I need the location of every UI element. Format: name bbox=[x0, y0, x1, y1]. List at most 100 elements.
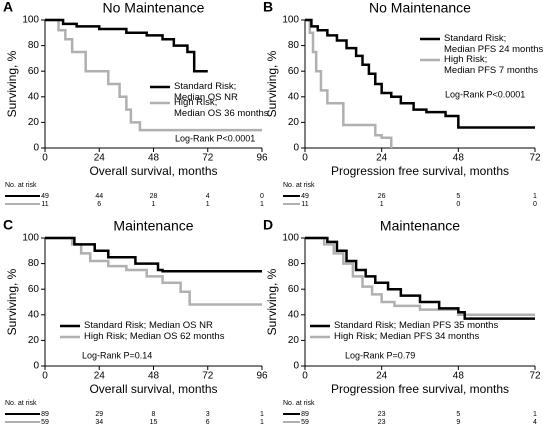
x-tick-label: 24 bbox=[376, 153, 388, 164]
at-risk-count: 29 bbox=[95, 411, 103, 418]
at-risk-count: 4 bbox=[533, 419, 537, 425]
legend-label: High Risk; Median PFS 34 months bbox=[334, 331, 480, 342]
panel-label: C bbox=[3, 217, 13, 233]
at-risk-count: 44 bbox=[95, 193, 103, 200]
y-axis-label: Surviving, % bbox=[5, 50, 19, 117]
at-risk-count: 59 bbox=[301, 419, 309, 425]
y-tick-label: 40 bbox=[288, 91, 300, 102]
x-tick-label: 0 bbox=[302, 371, 308, 382]
chart-title: Maintenance bbox=[380, 218, 460, 234]
y-tick-label: 20 bbox=[28, 335, 40, 346]
y-tick-label: 80 bbox=[28, 258, 40, 269]
x-tick-label: 0 bbox=[42, 153, 48, 164]
at-risk-label: No. at risk bbox=[283, 400, 315, 407]
x-tick-label: 0 bbox=[302, 153, 308, 164]
panel: B No Maintenance Surviving, % Progression f… bbox=[263, 0, 543, 208]
at-risk-count: 1 bbox=[260, 419, 264, 425]
annotation: Log-Rank P=0.14 bbox=[82, 350, 152, 360]
at-risk-count: 89 bbox=[301, 411, 309, 418]
legend-entry: Standard Risk; Median OS NR bbox=[174, 81, 238, 103]
at-risk-count: 89 bbox=[41, 411, 49, 418]
y-tick-label: 0 bbox=[293, 361, 299, 372]
at-risk-count: 4 bbox=[206, 193, 210, 200]
at-risk-count: 3 bbox=[206, 411, 210, 418]
x-axis-label: Progression free survival, months bbox=[331, 382, 509, 396]
y-tick-label: 20 bbox=[288, 335, 300, 346]
x-tick-label: 72 bbox=[529, 153, 541, 164]
x-tick-label: 24 bbox=[94, 371, 106, 382]
y-tick-label: 40 bbox=[28, 309, 40, 320]
x-tick-label: 72 bbox=[202, 371, 214, 382]
at-risk-count: 49 bbox=[41, 193, 49, 200]
at-risk-count: 0 bbox=[260, 193, 264, 200]
y-tick-label: 100 bbox=[22, 233, 39, 244]
at-risk-count: 1 bbox=[533, 411, 537, 418]
y-tick-label: 60 bbox=[28, 284, 40, 295]
at-risk-count: 0 bbox=[456, 201, 460, 208]
survival-curve bbox=[305, 18, 535, 129]
y-tick-label: 0 bbox=[293, 143, 299, 154]
x-tick-label: 48 bbox=[148, 371, 160, 382]
survival-curve bbox=[45, 236, 262, 273]
at-risk-count: 49 bbox=[301, 193, 309, 200]
y-tick-label: 20 bbox=[288, 117, 300, 128]
at-risk-count: 28 bbox=[150, 193, 158, 200]
at-risk-count: 1 bbox=[260, 411, 264, 418]
x-tick-label: 96 bbox=[256, 153, 268, 164]
legend-entry: High Risk; Median PFS 34 months bbox=[334, 331, 480, 342]
at-risk-count: 23 bbox=[378, 411, 386, 418]
at-risk-count: 34 bbox=[95, 419, 103, 425]
legend-entry: Standard Risk; Median OS NR bbox=[84, 320, 213, 331]
legend-entry: High Risk; Median OS 36 months bbox=[174, 97, 269, 119]
survival-curve bbox=[45, 18, 262, 132]
at-risk-count: 15 bbox=[150, 419, 158, 425]
legend-entry: High Risk; Median PFS 7 months bbox=[444, 54, 538, 76]
at-risk-count: 1 bbox=[206, 201, 210, 208]
x-axis-label: Progression free survival, months bbox=[331, 164, 509, 178]
annotation: Log-Rank P=0.79 bbox=[345, 350, 415, 360]
y-axis-label: Surviving, % bbox=[5, 268, 19, 335]
legend-entry: High Risk; Median OS 62 months bbox=[84, 331, 224, 342]
legend-entry: Standard Risk; Median PFS 24 months bbox=[444, 33, 543, 55]
panel: D Maintenance Surviving, % Progression free… bbox=[263, 217, 541, 425]
legend-label: Standard Risk; Median OS NR bbox=[84, 320, 213, 331]
annotation: Log-Rank P<0.0001 bbox=[175, 133, 255, 143]
at-risk-count: 11 bbox=[301, 201, 308, 208]
survival-curve bbox=[45, 236, 262, 306]
x-tick-label: 0 bbox=[42, 371, 48, 382]
panel: C Maintenance Surviving, % Overall survival… bbox=[3, 217, 268, 425]
y-tick-label: 20 bbox=[28, 117, 40, 128]
survival-curve bbox=[305, 236, 535, 320]
x-tick-label: 48 bbox=[453, 153, 465, 164]
y-tick-label: 0 bbox=[33, 361, 39, 372]
chart-title: Maintenance bbox=[113, 218, 193, 234]
legend-label: High Risk; Median OS 36 months bbox=[174, 97, 269, 119]
at-risk-label: No. at risk bbox=[283, 182, 315, 189]
at-risk-count: 23 bbox=[378, 419, 386, 425]
annotation: Log-Rank P<0.0001 bbox=[445, 89, 525, 99]
y-tick-label: 100 bbox=[282, 233, 299, 244]
at-risk-count: 0 bbox=[533, 201, 537, 208]
y-tick-label: 0 bbox=[33, 143, 39, 154]
y-tick-label: 60 bbox=[288, 66, 300, 77]
panel: A No Maintenance Surviving, % Overall survi… bbox=[3, 0, 269, 208]
y-axis-label: Surviving, % bbox=[265, 50, 279, 117]
at-risk-label: No. at risk bbox=[5, 400, 37, 407]
at-risk-count: 9 bbox=[456, 419, 460, 425]
y-tick-label: 100 bbox=[282, 15, 299, 26]
at-risk-count: 5 bbox=[456, 193, 460, 200]
y-tick-label: 40 bbox=[28, 91, 40, 102]
survival-curve bbox=[45, 18, 208, 73]
at-risk-count: 6 bbox=[206, 419, 210, 425]
x-tick-label: 24 bbox=[94, 153, 106, 164]
y-tick-label: 60 bbox=[288, 284, 300, 295]
at-risk-count: 5 bbox=[456, 411, 460, 418]
y-tick-label: 80 bbox=[288, 258, 300, 269]
at-risk-count: 8 bbox=[152, 411, 156, 418]
x-tick-label: 72 bbox=[202, 153, 214, 164]
x-tick-label: 72 bbox=[529, 371, 541, 382]
legend-label: Standard Risk; Median OS NR bbox=[174, 81, 238, 103]
y-tick-label: 80 bbox=[28, 40, 40, 51]
survival-curve bbox=[305, 236, 535, 317]
